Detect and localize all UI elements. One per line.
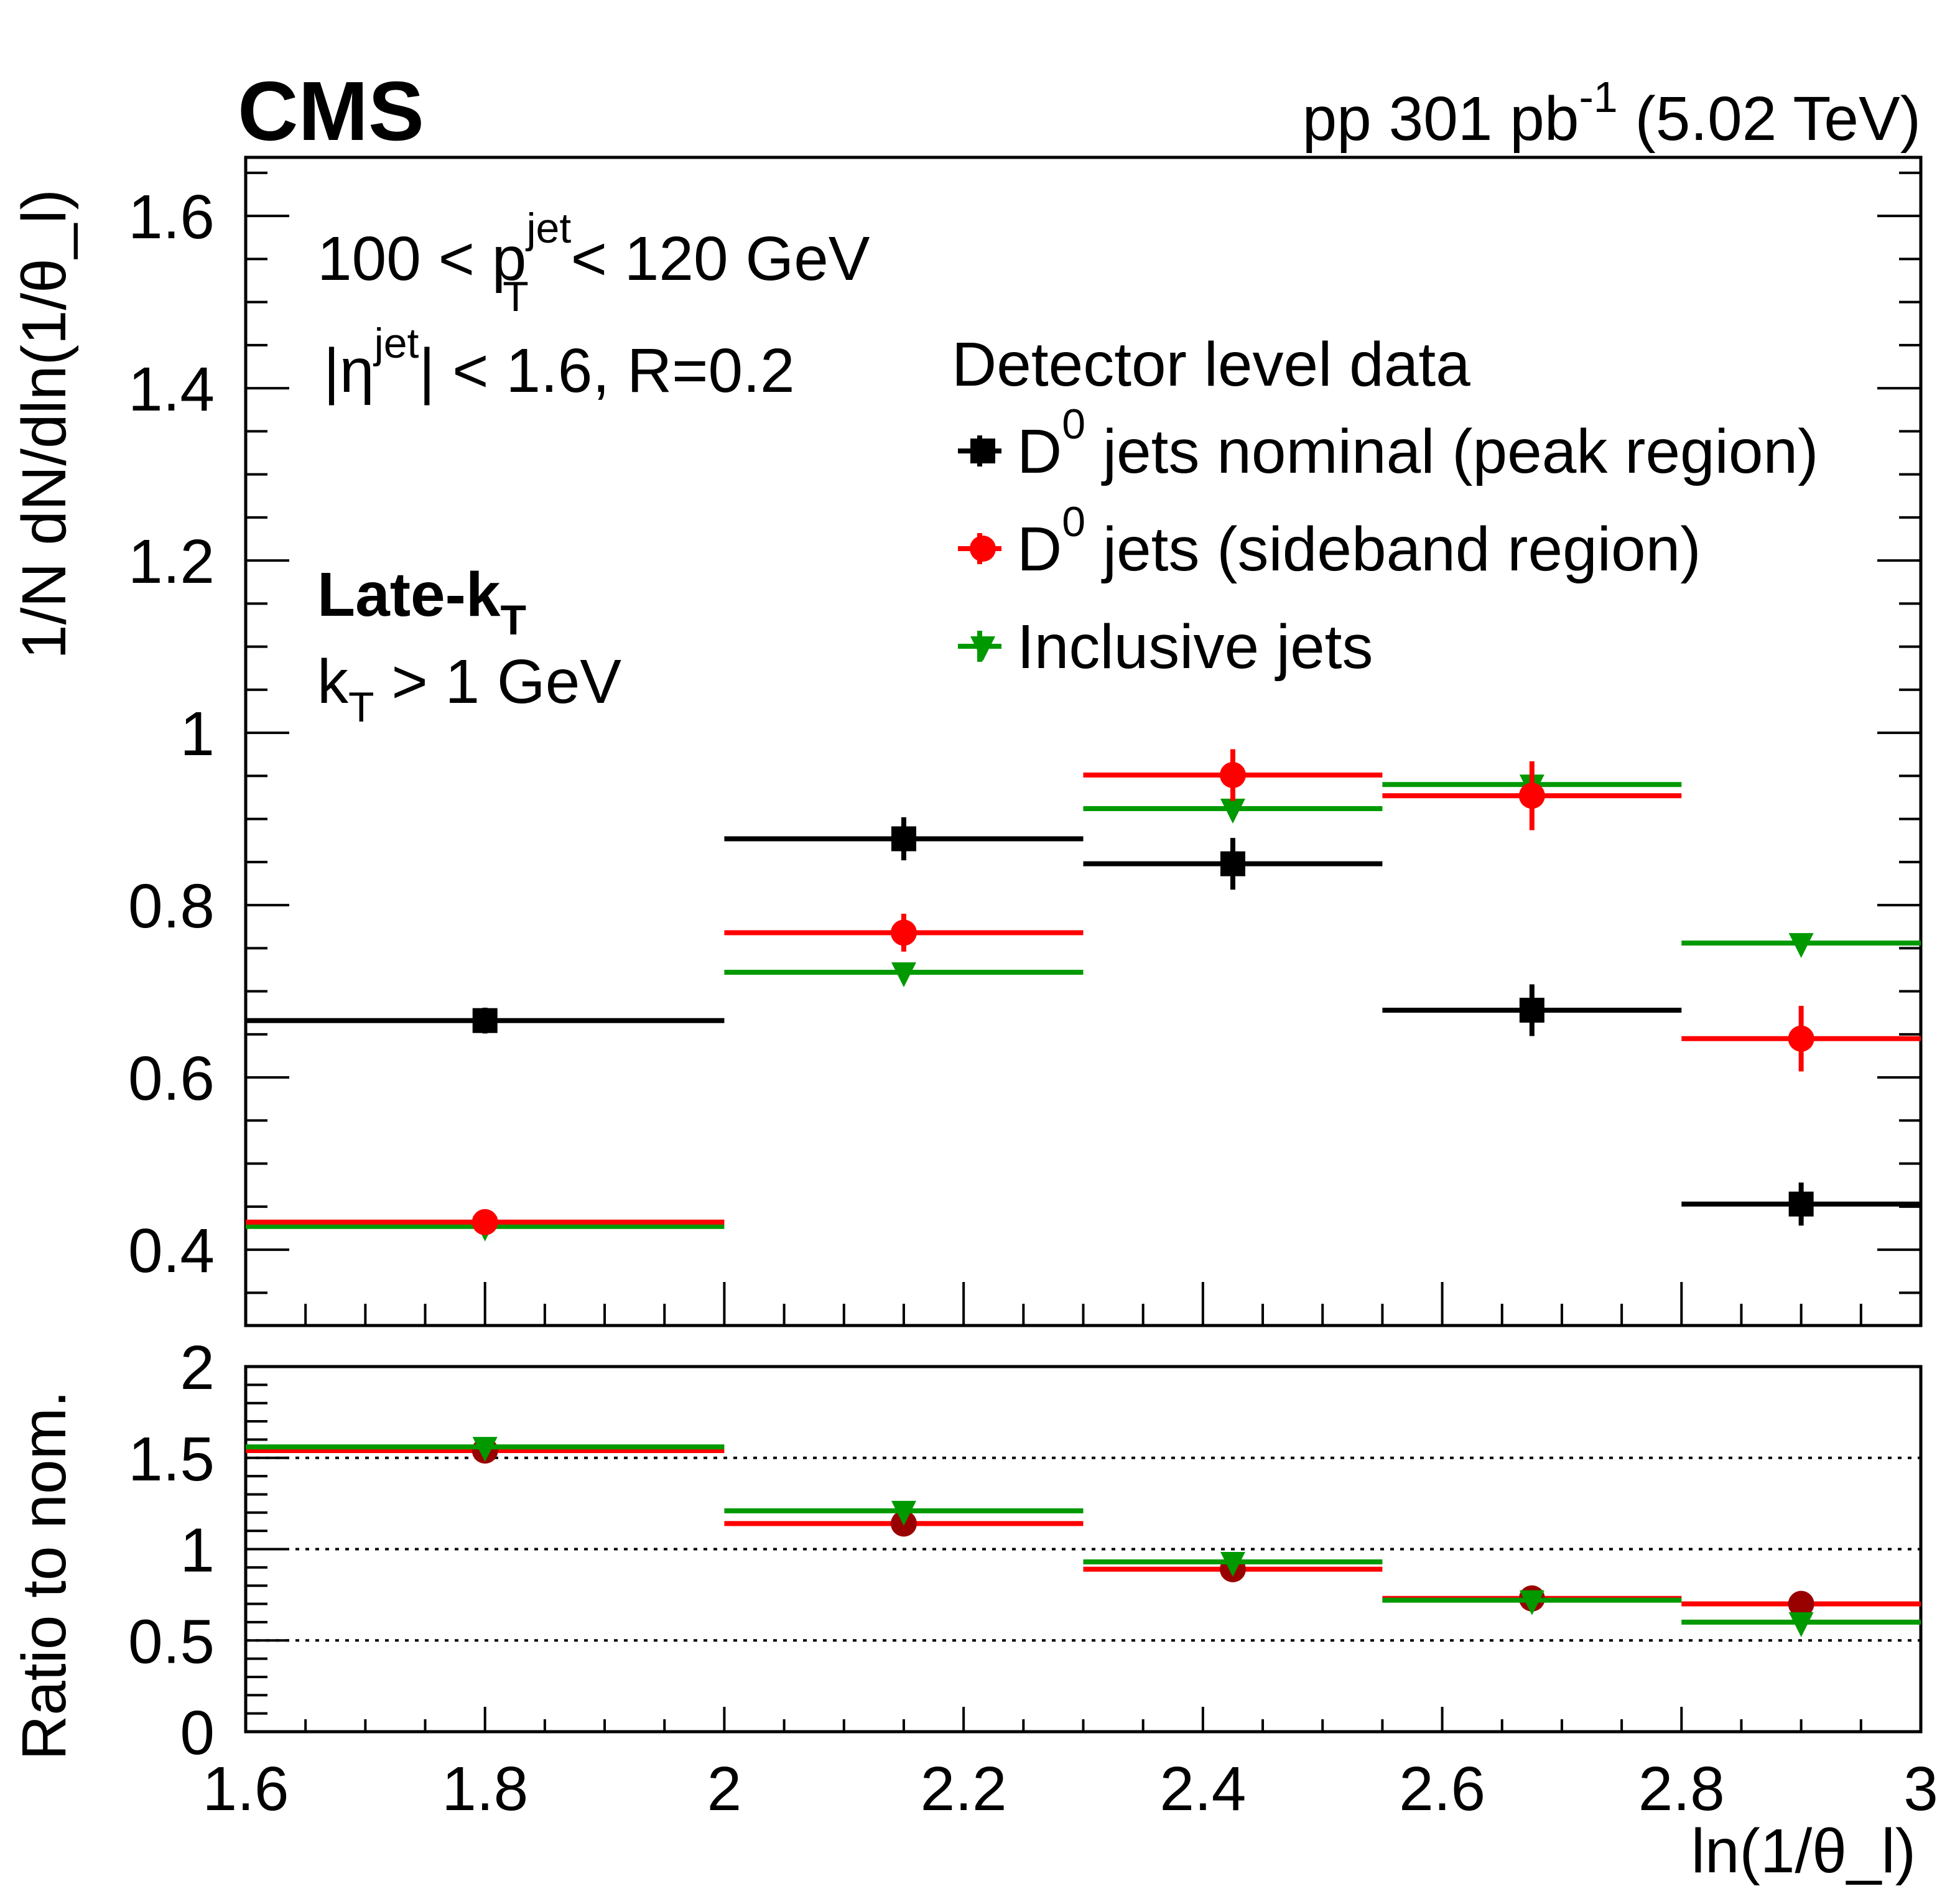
x-tick-label: 3 bbox=[1903, 1754, 1938, 1824]
ratio-axes: 0 0.5 1 1.5 2 bbox=[128, 1333, 289, 1768]
y-tick-label: 1 bbox=[180, 699, 215, 769]
cms-label: CMS bbox=[238, 64, 424, 158]
legend-marker bbox=[970, 536, 996, 562]
legend-label-sup: 0 bbox=[1062, 498, 1085, 546]
ratio-y-tick-label: 2 bbox=[180, 1333, 215, 1403]
ratio-series-0-marker bbox=[1788, 1591, 1814, 1617]
ratio-y-tick-label: 1 bbox=[180, 1516, 215, 1586]
y-axis-label-main: 1/N dN/dln(1/θ_l) bbox=[9, 189, 79, 659]
series-2-marker bbox=[1788, 933, 1814, 959]
x-tick-label: 1.8 bbox=[442, 1754, 528, 1824]
eta-pre: |η bbox=[323, 336, 374, 406]
x-tick-label: 2.8 bbox=[1638, 1754, 1725, 1824]
legend-title: Detector level data bbox=[952, 330, 1470, 399]
eta-annotation: |ηjet| < 1.6, R=0.2 bbox=[323, 320, 795, 406]
x-tick-label: 2.6 bbox=[1399, 1754, 1485, 1824]
ratio-series-1-marker bbox=[1788, 1612, 1814, 1637]
algo-sub: T bbox=[501, 597, 527, 644]
legend-entry-label: D0 jets (sideband region) bbox=[1017, 498, 1701, 584]
lumi-text: pp 301 pb bbox=[1303, 84, 1579, 154]
series-0-marker bbox=[1519, 998, 1544, 1023]
ratio-series-1-marker bbox=[472, 1437, 498, 1462]
pt-sup: jet bbox=[525, 205, 571, 252]
series-0-marker bbox=[472, 1008, 498, 1033]
legend-marker bbox=[970, 439, 995, 463]
y-tick-label: 0.8 bbox=[128, 871, 215, 941]
pt-range-annotation: 100 < pjet T < 120 GeV bbox=[317, 205, 870, 320]
series-1-marker bbox=[471, 1209, 498, 1235]
main-series bbox=[246, 749, 1921, 1242]
legend-entries: D0 jets nominal (peak region)D0 jets (si… bbox=[958, 401, 1818, 682]
lumi-label: pp 301 pb-1 (5.02 TeV) bbox=[1303, 73, 1921, 154]
ratio-series bbox=[246, 1437, 1921, 1637]
y-tick-label: 0.6 bbox=[128, 1044, 215, 1113]
y-axis-label-text: 1/N dN/dln(1/θ_l) bbox=[9, 189, 79, 659]
series-1-marker bbox=[890, 919, 917, 946]
x-tick-label: 2.2 bbox=[921, 1754, 1007, 1824]
legend-entry-label: Inclusive jets bbox=[1017, 612, 1373, 682]
ratio-y-tick-label: 0 bbox=[180, 1698, 215, 1768]
y-tick-label: 0.4 bbox=[128, 1216, 215, 1286]
legend-label-sup: 0 bbox=[1062, 401, 1085, 448]
legend-label-pre: Inclusive jets bbox=[1017, 612, 1373, 682]
series-0-marker bbox=[1788, 1191, 1814, 1217]
reference-lines bbox=[246, 1456, 1921, 1642]
legend-label-pre: D bbox=[1017, 514, 1062, 584]
kt-post: > 1 GeV bbox=[374, 647, 622, 717]
eta-sup: jet bbox=[373, 320, 419, 367]
kt-cut-annotation: kT > 1 GeV bbox=[317, 647, 621, 731]
ratio-series-1-marker bbox=[891, 1500, 916, 1526]
kt-pre: k bbox=[317, 647, 349, 717]
ratio-y-tick-label: 1.5 bbox=[128, 1424, 215, 1494]
lumi-sup: -1 bbox=[1579, 73, 1617, 121]
pt-post: < 120 GeV bbox=[554, 224, 870, 294]
series-1-marker bbox=[1788, 1025, 1814, 1052]
series-0-marker bbox=[1220, 851, 1245, 876]
lumi-tail: (5.02 TeV) bbox=[1618, 84, 1921, 154]
pt-pre: 100 < p bbox=[317, 224, 526, 294]
algo-main: Late-k bbox=[317, 560, 501, 629]
x-tick-label: 2.4 bbox=[1159, 1754, 1246, 1824]
y-tick-label: 1.6 bbox=[128, 182, 215, 252]
legend: Detector level data D0 jets nominal (pea… bbox=[952, 330, 1818, 682]
legend-label-pre: D bbox=[1017, 417, 1062, 486]
ratio-y-tick-label: 0.5 bbox=[128, 1607, 215, 1676]
series-0-marker bbox=[891, 826, 916, 852]
eta-post: | < 1.6, R=0.2 bbox=[419, 336, 794, 406]
algorithm-annotation: Late-kT bbox=[317, 560, 526, 644]
y-axis-label-ratio: Ratio to nom. bbox=[9, 1390, 79, 1760]
main-axes: 0.4 0.6 0.8 1 1.2 1.4 1.6 1.6 1.8 2 2.2 2.4 2.6 2.8 3 bbox=[128, 171, 1938, 1824]
pt-sub: T bbox=[503, 273, 529, 320]
legend-label-post: jets (sideband region) bbox=[1085, 514, 1701, 584]
x-axis-label: ln(1/θ_l) bbox=[1691, 1816, 1916, 1886]
legend-label-post: jets nominal (peak region) bbox=[1085, 417, 1818, 486]
y-tick-label: 1.4 bbox=[128, 355, 215, 424]
series-2-marker bbox=[1220, 799, 1245, 824]
x-tick-label: 1.6 bbox=[202, 1754, 289, 1824]
series-1-marker bbox=[1219, 762, 1246, 789]
kt-sub: T bbox=[348, 684, 374, 731]
x-tick-label: 2 bbox=[707, 1754, 742, 1824]
ratio-series-1-marker bbox=[1519, 1590, 1544, 1615]
series-1-marker bbox=[1518, 782, 1545, 809]
series-2-marker bbox=[891, 962, 916, 988]
ratio-series-1-marker bbox=[1220, 1552, 1245, 1577]
legend-marker bbox=[970, 636, 995, 661]
y-tick-label: 1.2 bbox=[128, 527, 215, 597]
legend-entry-label: D0 jets nominal (peak region) bbox=[1017, 401, 1818, 486]
